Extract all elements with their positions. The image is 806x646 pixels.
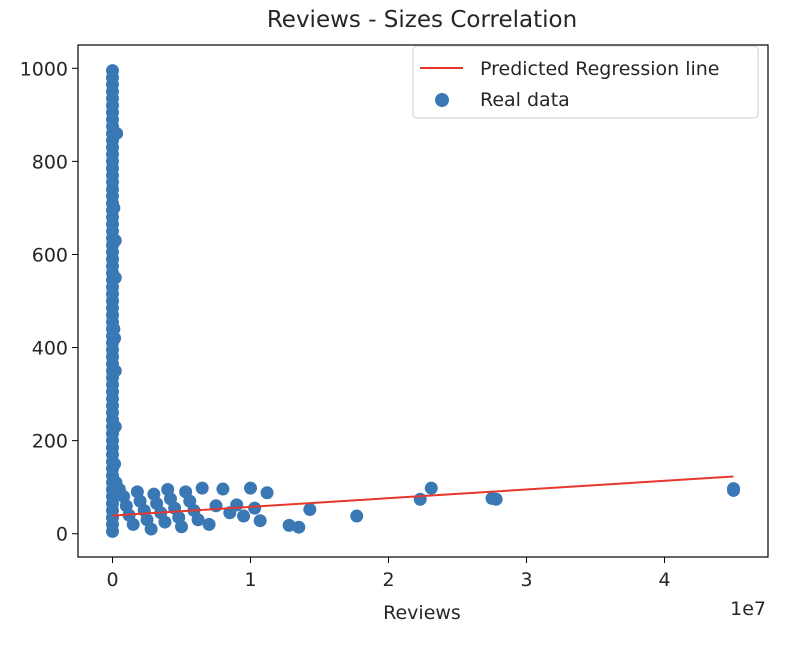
regression-line-layer — [112, 475, 734, 517]
data-point — [108, 233, 122, 247]
legend-label-real-data: Real data — [480, 89, 570, 111]
data-point — [202, 517, 216, 531]
x-tick-label: 1 — [244, 569, 256, 591]
data-point — [107, 322, 121, 336]
data-point — [292, 520, 306, 534]
data-point — [244, 481, 257, 495]
legend: Predicted Regression line Real data — [412, 45, 759, 119]
x-tick-label: 4 — [658, 569, 670, 591]
data-point — [108, 420, 122, 434]
data-point — [303, 503, 317, 517]
data-point — [108, 364, 122, 378]
data-point — [248, 501, 262, 515]
data-point — [260, 486, 274, 500]
x-tick-label: 3 — [520, 569, 532, 591]
data-point — [126, 517, 140, 531]
data-point — [727, 483, 740, 497]
data-point — [108, 457, 122, 471]
data-point — [350, 509, 364, 523]
legend-label-regression: Predicted Regression line — [480, 58, 720, 80]
y-tick-label: 800 — [32, 151, 68, 173]
data-point — [209, 499, 223, 513]
legend-box — [412, 45, 759, 119]
y-tick-label: 0 — [56, 524, 68, 546]
y-tick-label: 400 — [32, 338, 68, 360]
data-point — [158, 515, 172, 529]
x-tick-label: 0 — [106, 569, 118, 591]
data-point — [108, 271, 122, 285]
data-point — [195, 481, 209, 495]
regression-line — [112, 475, 734, 517]
data-point — [110, 126, 124, 140]
data-point — [489, 492, 503, 506]
data-point — [175, 520, 188, 534]
x-axis-offset-text: 1e7 — [730, 598, 766, 620]
data-point — [237, 509, 251, 523]
data-point — [230, 498, 244, 512]
y-axis-ticks: 0 200 400 600 800 1000 — [20, 58, 78, 546]
y-tick-label: 200 — [32, 431, 68, 453]
x-tick-label: 2 — [382, 569, 394, 591]
x-axis-ticks: 0 1 2 3 4 — [106, 557, 671, 591]
chart-title: Reviews - Sizes Correlation — [267, 7, 577, 33]
data-point — [106, 524, 119, 538]
y-tick-label: 600 — [32, 244, 68, 266]
points-layer — [106, 64, 740, 538]
plot-frame — [77, 44, 769, 558]
data-point — [144, 522, 158, 536]
data-point — [253, 514, 267, 528]
data-point — [191, 513, 205, 527]
data-point — [282, 518, 296, 532]
data-point — [413, 492, 427, 506]
data-point — [107, 201, 121, 215]
data-point — [108, 331, 122, 345]
data-point — [424, 481, 438, 495]
legend-point-swatch — [435, 93, 449, 107]
data-point — [216, 482, 230, 496]
y-tick-label: 1000 — [20, 58, 68, 80]
x-axis-label: Reviews — [383, 602, 461, 624]
